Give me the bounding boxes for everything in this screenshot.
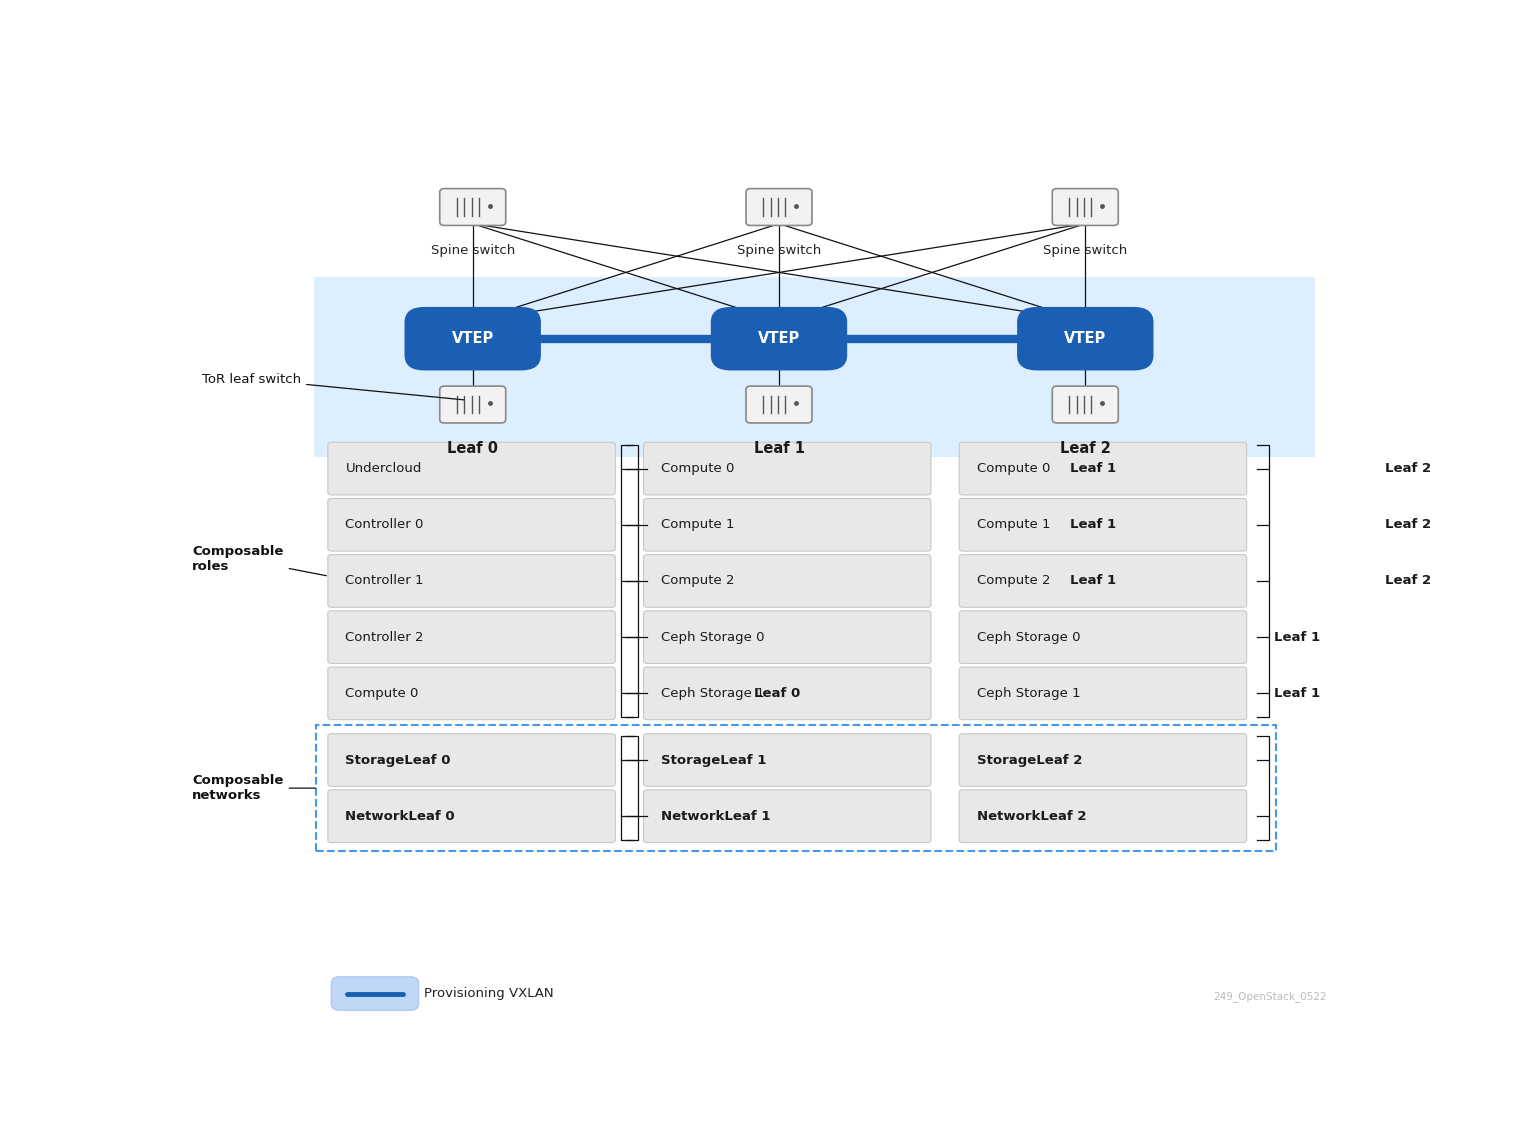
Text: Composable
networks: Composable networks <box>193 774 316 803</box>
FancyBboxPatch shape <box>959 442 1246 495</box>
FancyBboxPatch shape <box>643 734 930 787</box>
FancyBboxPatch shape <box>328 611 616 663</box>
Text: NetworkLeaf 2: NetworkLeaf 2 <box>977 809 1087 823</box>
FancyBboxPatch shape <box>959 667 1246 719</box>
Text: ToR leaf switch: ToR leaf switch <box>202 373 464 400</box>
Text: Leaf 2: Leaf 2 <box>1385 575 1432 587</box>
Text: StorageLeaf 2: StorageLeaf 2 <box>977 754 1082 766</box>
Text: Spine switch: Spine switch <box>430 244 515 256</box>
Text: NetworkLeaf 0: NetworkLeaf 0 <box>345 809 454 823</box>
FancyBboxPatch shape <box>328 734 616 787</box>
FancyBboxPatch shape <box>959 555 1246 608</box>
FancyBboxPatch shape <box>959 611 1246 663</box>
Text: VTEP: VTEP <box>1064 332 1107 347</box>
Text: Controller 1: Controller 1 <box>345 575 424 587</box>
FancyBboxPatch shape <box>439 188 506 226</box>
FancyBboxPatch shape <box>328 498 616 551</box>
Text: Compute 2: Compute 2 <box>977 575 1055 587</box>
Text: Leaf 1: Leaf 1 <box>1070 519 1116 531</box>
Text: Leaf 1: Leaf 1 <box>1070 575 1116 587</box>
FancyBboxPatch shape <box>643 442 930 495</box>
Text: Compute 0: Compute 0 <box>661 462 739 475</box>
Text: Ceph Storage 1: Ceph Storage 1 <box>661 686 769 700</box>
Text: 249_OpenStack_0522: 249_OpenStack_0522 <box>1213 992 1327 1002</box>
FancyBboxPatch shape <box>328 555 616 608</box>
Text: Controller 2: Controller 2 <box>345 630 424 644</box>
FancyBboxPatch shape <box>959 734 1246 787</box>
FancyBboxPatch shape <box>1018 308 1152 369</box>
FancyBboxPatch shape <box>331 977 418 1010</box>
FancyBboxPatch shape <box>313 277 1315 457</box>
FancyBboxPatch shape <box>746 386 812 423</box>
FancyBboxPatch shape <box>1052 386 1119 423</box>
Text: Leaf 0: Leaf 0 <box>447 441 499 456</box>
Text: Leaf 2: Leaf 2 <box>1385 519 1432 531</box>
FancyBboxPatch shape <box>328 442 616 495</box>
Text: Controller 0: Controller 0 <box>345 519 424 531</box>
Text: VTEP: VTEP <box>758 332 800 347</box>
FancyBboxPatch shape <box>711 308 847 369</box>
Text: Compute 0: Compute 0 <box>977 462 1055 475</box>
Text: Ceph Storage 1: Ceph Storage 1 <box>977 686 1085 700</box>
Text: Compute 2: Compute 2 <box>661 575 739 587</box>
Text: NetworkLeaf 1: NetworkLeaf 1 <box>661 809 771 823</box>
Text: Leaf 1: Leaf 1 <box>754 441 804 456</box>
FancyBboxPatch shape <box>406 308 540 369</box>
FancyBboxPatch shape <box>328 790 616 842</box>
FancyBboxPatch shape <box>439 386 506 423</box>
FancyBboxPatch shape <box>643 611 930 663</box>
Text: Compute 1: Compute 1 <box>977 519 1055 531</box>
FancyBboxPatch shape <box>643 555 930 608</box>
Text: Spine switch: Spine switch <box>1043 244 1128 256</box>
FancyBboxPatch shape <box>959 498 1246 551</box>
Text: Leaf 1: Leaf 1 <box>1070 462 1116 475</box>
Text: Compute 1: Compute 1 <box>661 519 739 531</box>
Text: Undercloud: Undercloud <box>345 462 423 475</box>
Text: Composable
roles: Composable roles <box>193 545 327 576</box>
Text: Provisioning VXLAN: Provisioning VXLAN <box>424 987 555 1000</box>
FancyBboxPatch shape <box>643 498 930 551</box>
FancyBboxPatch shape <box>959 790 1246 842</box>
Text: Leaf 2: Leaf 2 <box>1059 441 1111 456</box>
Text: Ceph Storage 0: Ceph Storage 0 <box>661 630 769 644</box>
Text: Leaf 2: Leaf 2 <box>1385 462 1432 475</box>
FancyBboxPatch shape <box>643 790 930 842</box>
Text: Leaf 0: Leaf 0 <box>754 686 800 700</box>
FancyBboxPatch shape <box>746 188 812 226</box>
Text: Compute 0: Compute 0 <box>345 686 423 700</box>
FancyBboxPatch shape <box>328 667 616 719</box>
FancyBboxPatch shape <box>643 667 930 719</box>
FancyBboxPatch shape <box>1052 188 1119 226</box>
Text: Spine switch: Spine switch <box>737 244 821 256</box>
Text: StorageLeaf 1: StorageLeaf 1 <box>661 754 766 766</box>
Text: VTEP: VTEP <box>451 332 494 347</box>
Text: Leaf 1: Leaf 1 <box>1274 630 1319 644</box>
Text: Ceph Storage 0: Ceph Storage 0 <box>977 630 1085 644</box>
Text: StorageLeaf 0: StorageLeaf 0 <box>345 754 451 766</box>
Text: Leaf 1: Leaf 1 <box>1274 686 1319 700</box>
